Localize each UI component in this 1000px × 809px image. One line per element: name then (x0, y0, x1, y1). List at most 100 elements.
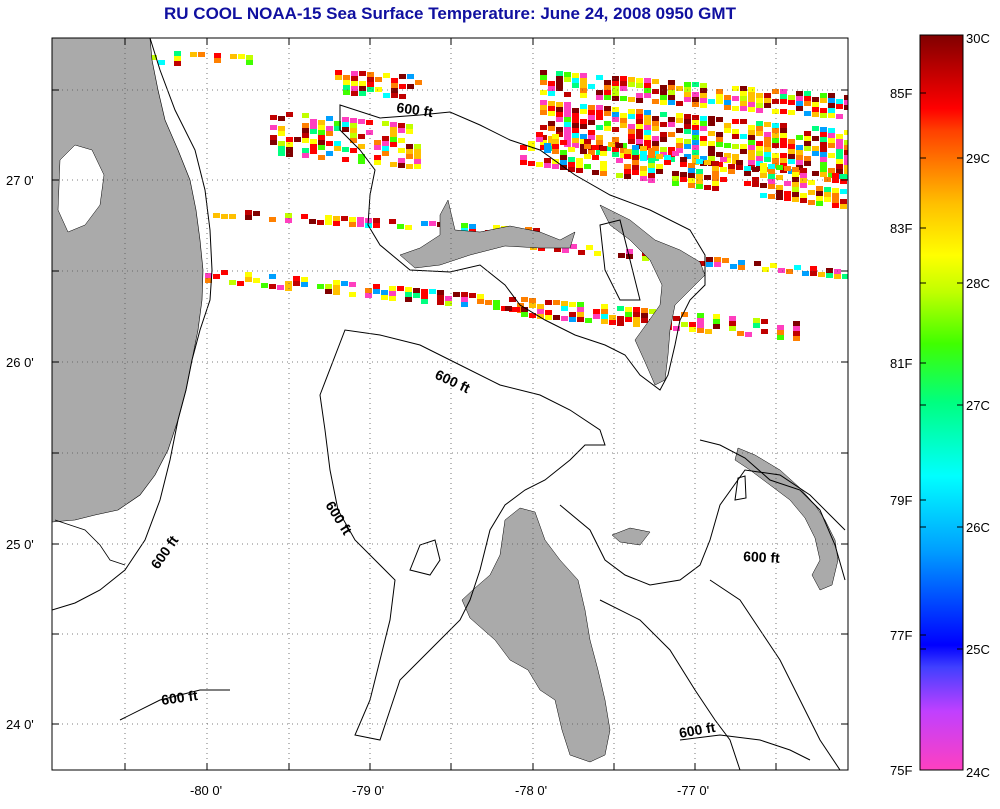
sst-pixel (732, 154, 739, 159)
sst-pixel (596, 90, 603, 95)
colorbar-fahrenheit-label: 77F (890, 628, 912, 643)
sst-pixel (780, 128, 787, 133)
sst-pixel (700, 116, 707, 121)
sst-pixel (580, 93, 587, 98)
sst-pixel (692, 155, 699, 160)
sst-pixel (772, 138, 779, 143)
sst-pixel (572, 143, 579, 148)
sst-pixel (351, 81, 358, 86)
sst-pixel (601, 304, 608, 309)
sst-pixel (700, 98, 707, 103)
sst-pixel (326, 141, 333, 146)
sst-pixel (461, 292, 468, 297)
sst-pixel (584, 139, 591, 144)
sst-pixel (652, 116, 659, 121)
sst-pixel (556, 132, 563, 137)
sst-pixel (405, 292, 412, 297)
sst-pixel (810, 266, 817, 271)
sst-pixel (737, 331, 744, 336)
sst-pixel (636, 134, 643, 139)
sst-pixel (556, 71, 563, 76)
sst-pixel (383, 93, 390, 98)
sst-pixel (333, 280, 340, 285)
sst-pixel (302, 148, 309, 153)
sst-pixel (708, 121, 715, 126)
sst-pixel (810, 271, 817, 276)
sst-pixel (812, 146, 819, 151)
sst-pixel (836, 159, 843, 164)
sst-pixel (820, 162, 827, 167)
sst-pixel (588, 130, 595, 135)
sst-pixel (461, 297, 468, 302)
sst-pixel (764, 157, 771, 162)
sst-pixel (367, 77, 374, 82)
sst-pixel (700, 161, 707, 166)
sst-pixel (365, 293, 372, 298)
sst-pixel (756, 108, 763, 113)
sst-pixel (820, 98, 827, 103)
sst-pixel (628, 139, 635, 144)
sst-pixel (764, 147, 771, 152)
sst-pixel (648, 173, 655, 178)
sst-pixel (641, 313, 648, 318)
sst-pixel (716, 142, 723, 147)
sst-pixel (351, 76, 358, 81)
sst-pixel (696, 159, 703, 164)
sst-pixel (700, 141, 707, 146)
sst-pixel (778, 268, 785, 273)
sst-pixel (802, 271, 809, 276)
sst-pixel (310, 144, 317, 149)
sst-pixel (764, 93, 771, 98)
sst-pixel (828, 143, 835, 148)
sst-pixel (640, 156, 647, 161)
sst-pixel (745, 332, 752, 337)
sst-pixel (697, 318, 704, 323)
sst-pixel (529, 303, 536, 308)
sst-pixel (389, 219, 396, 224)
sst-pixel (246, 55, 253, 60)
sst-pixel (253, 211, 260, 216)
sst-pixel (616, 158, 623, 163)
sst-pixel (350, 128, 357, 133)
sst-pixel (544, 163, 551, 168)
sst-pixel (309, 219, 316, 224)
sst-pixel (390, 142, 397, 147)
sst-pixel (828, 173, 835, 178)
sst-pixel (844, 155, 848, 160)
sst-pixel (724, 123, 731, 128)
sst-pixel (620, 118, 627, 123)
sst-pixel (343, 80, 350, 85)
sst-pixel (736, 165, 743, 170)
sst-pixel (528, 141, 535, 146)
sst-pixel (382, 121, 389, 126)
sst-pixel (652, 141, 659, 146)
sst-pixel (844, 160, 848, 165)
colorbar-celsius-label: 29C (966, 151, 990, 166)
sst-pixel (343, 75, 350, 80)
colorbar (919, 34, 964, 771)
sst-pixel (673, 316, 680, 321)
sst-pixel (214, 58, 221, 63)
sst-pixel (620, 123, 627, 128)
sst-pixel (564, 122, 571, 127)
sst-pixel (270, 115, 277, 120)
sst-pixel (712, 161, 719, 166)
sst-pixel (756, 156, 763, 161)
sst-pixel (560, 160, 567, 165)
sst-pixel (350, 123, 357, 128)
sst-pixel (548, 101, 555, 106)
sst-pixel (536, 132, 543, 137)
sst-pixel (696, 184, 703, 189)
sst-pixel (636, 109, 643, 114)
sst-pixel (561, 301, 568, 306)
sst-pixel (828, 98, 835, 103)
sst-pixel (826, 268, 833, 273)
sst-pixel (620, 153, 627, 158)
sst-pixel (800, 178, 807, 183)
sst-pixel (816, 196, 823, 201)
sst-pixel (844, 145, 848, 150)
sst-pixel (310, 119, 317, 124)
sst-pixel (359, 86, 366, 91)
sst-pixel (358, 154, 365, 159)
sst-pixel (572, 73, 579, 78)
